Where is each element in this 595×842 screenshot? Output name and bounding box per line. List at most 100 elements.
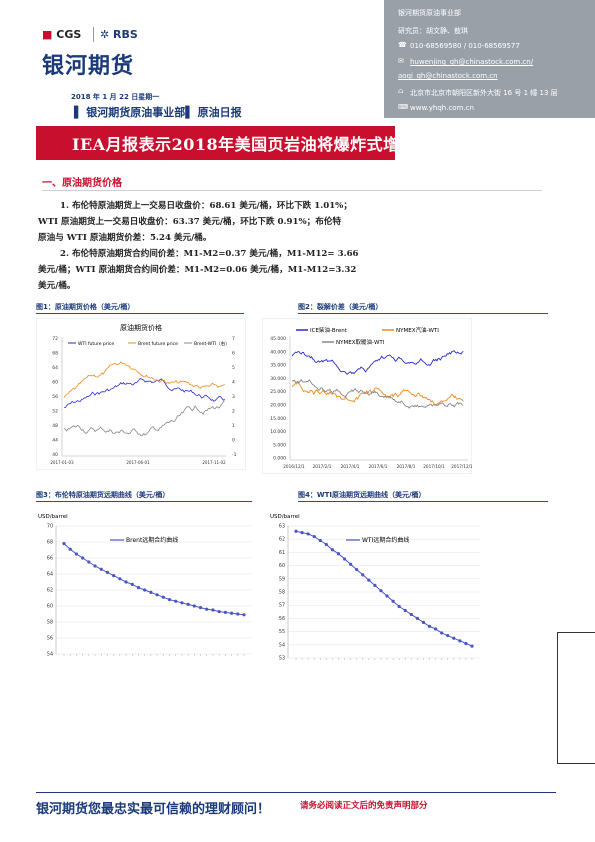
chart-brent-forward-curve: USD/barrel 70 68 66 64 62 60 58 56 54 Brent远期合约曲… bbox=[36, 508, 262, 668]
x-tick-label: 2017/6/1 bbox=[369, 464, 388, 469]
y-tick-label: 60 bbox=[47, 604, 53, 610]
y-tick-label: 57 bbox=[279, 603, 285, 609]
headline: IEA月报表示2018年美国页岩油将爆炸式增产 bbox=[72, 135, 417, 154]
contact-website[interactable]: www.yhqh.com.cn bbox=[410, 104, 474, 112]
y-tick-label: 66 bbox=[47, 556, 53, 562]
x-tick-label: 2016/12/1 bbox=[283, 464, 305, 469]
legend-label: NYMEX汽油-WTI bbox=[396, 326, 439, 334]
data-point bbox=[124, 580, 128, 584]
y-tick-label: 48 bbox=[52, 423, 58, 429]
y-tick-label: 62 bbox=[47, 588, 53, 594]
data-point bbox=[342, 557, 347, 561]
y-tick-label: 30.000 bbox=[270, 376, 286, 382]
data-point bbox=[81, 556, 85, 560]
figure-4-rule bbox=[298, 501, 548, 502]
data-point bbox=[211, 608, 215, 612]
data-point bbox=[349, 562, 353, 566]
data-point bbox=[205, 607, 209, 611]
data-point bbox=[192, 604, 196, 608]
y-tick-label: 5.000 bbox=[273, 442, 286, 448]
legend-label: Brent远期合约曲线 bbox=[126, 536, 178, 544]
chart4-ylabel: USD/barrel bbox=[270, 514, 300, 520]
data-point bbox=[361, 573, 365, 577]
y-tick-label: 63 bbox=[279, 524, 285, 530]
series-nymex-heating-oil-wti-line bbox=[291, 379, 464, 409]
contact-info-panel: 银河期货原油事业部 研究员：胡文静、敖琪 ☎ 010-68569580 / 01… bbox=[384, 0, 595, 118]
data-point bbox=[242, 613, 246, 617]
page-edge-tab bbox=[557, 632, 595, 764]
data-point bbox=[99, 567, 103, 571]
y-tick-label: 72 bbox=[52, 336, 58, 342]
contact-address: 北京市北京市朝阳区新外大街 16 号 1 幢 13 层 bbox=[410, 89, 558, 97]
data-point bbox=[452, 636, 456, 640]
logo-company-name: 银河期货 bbox=[42, 54, 135, 79]
paragraph-line: 1. 布伦特原油期货上一交易日收盘价：68.61 美元/桶，环比下跌 1.01%… bbox=[60, 201, 352, 211]
legend-label: NYMEX取暖油-WTI bbox=[336, 338, 385, 346]
chart-crude-futures-price: 原油期货价格 WTI future price Brent future pric… bbox=[35, 317, 247, 471]
y2-tick-label: 0 bbox=[232, 438, 235, 444]
y2-tick-label: 7 bbox=[232, 336, 235, 342]
data-point bbox=[415, 616, 419, 620]
data-point bbox=[312, 534, 316, 539]
data-point bbox=[87, 560, 91, 564]
contact-email-2[interactable]: aoqi_qh@chinastock.com.cn bbox=[398, 72, 498, 80]
y-tick-label: 40 bbox=[52, 452, 58, 458]
data-point bbox=[62, 542, 66, 546]
y2-tick-label: 1 bbox=[232, 423, 235, 429]
y-tick-label: 58 bbox=[279, 590, 285, 596]
series-brent-forward-line bbox=[63, 543, 245, 616]
data-point bbox=[379, 589, 383, 593]
data-point bbox=[155, 593, 159, 597]
x-tick-label: 2017/4/1 bbox=[341, 464, 360, 469]
report-date: 2018 年 1 月 22 日星期一 bbox=[71, 93, 160, 101]
contact-email-1[interactable]: huwenjing_qh@chinastock.com.cn/ bbox=[410, 58, 534, 66]
paragraph-line: 原油与 WTI 原油期货价差：5.24 美元/桶。 bbox=[38, 233, 212, 243]
chart1-title: 原油期货价格 bbox=[120, 323, 162, 332]
y-tick-label: 15.000 bbox=[270, 416, 286, 422]
footer-divider bbox=[36, 792, 556, 793]
y-tick-label: 60 bbox=[52, 380, 58, 386]
x-tick-label: 2017/2/1 bbox=[313, 464, 332, 469]
data-point bbox=[470, 644, 474, 648]
x-tick-label: 2017/10/1 bbox=[423, 464, 445, 469]
figure-2-title: 图2：裂解价差（美元/桶） bbox=[298, 303, 383, 311]
data-point bbox=[198, 606, 203, 610]
figure-1-title: 图1：原油期货价格（美元/桶） bbox=[36, 303, 135, 311]
y-tick-label: 68 bbox=[47, 540, 53, 546]
y-tick-label: 10.000 bbox=[270, 429, 286, 435]
y-tick-label: 64 bbox=[52, 365, 58, 371]
y-tick-label: 56 bbox=[47, 636, 53, 642]
data-point bbox=[167, 598, 172, 602]
y-tick-label: 68 bbox=[52, 351, 58, 357]
y-tick-label: 62 bbox=[279, 537, 285, 543]
data-point bbox=[355, 567, 359, 572]
y-tick-label: 35.000 bbox=[270, 363, 286, 369]
data-point bbox=[336, 552, 341, 556]
x-tick-label: 2017-01-03 bbox=[50, 460, 74, 465]
y-tick-label: 20.000 bbox=[270, 403, 286, 409]
data-point bbox=[300, 531, 304, 535]
data-point bbox=[105, 570, 110, 574]
y-tick-label: 45.000 bbox=[270, 336, 286, 342]
y-tick-label: 53 bbox=[279, 656, 285, 662]
data-point bbox=[143, 588, 147, 592]
data-point bbox=[161, 595, 165, 599]
series-wti-price-line bbox=[63, 378, 225, 408]
y2-tick-label: 3 bbox=[232, 394, 235, 400]
y-tick-label: 44 bbox=[52, 438, 58, 444]
y-tick-label: 55 bbox=[279, 629, 285, 635]
figure-3-rule bbox=[36, 501, 252, 502]
data-point bbox=[318, 538, 322, 543]
data-point bbox=[93, 564, 97, 568]
x-tick-label: 2017/8/1 bbox=[397, 464, 416, 469]
email-icon: ✉ bbox=[398, 57, 404, 65]
data-point bbox=[330, 548, 335, 552]
data-point bbox=[373, 583, 377, 587]
y-tick-label: 61 bbox=[279, 550, 285, 556]
footer-disclaimer: 请务必阅读正文后的免责声明部分 bbox=[300, 801, 428, 811]
y-tick-label: 64 bbox=[47, 572, 53, 578]
y-tick-label: 40.000 bbox=[270, 349, 286, 355]
x-tick-label: 2017-06-01 bbox=[126, 460, 150, 465]
logo-cgs: ■ CGS bbox=[42, 28, 82, 41]
data-point bbox=[74, 552, 79, 556]
